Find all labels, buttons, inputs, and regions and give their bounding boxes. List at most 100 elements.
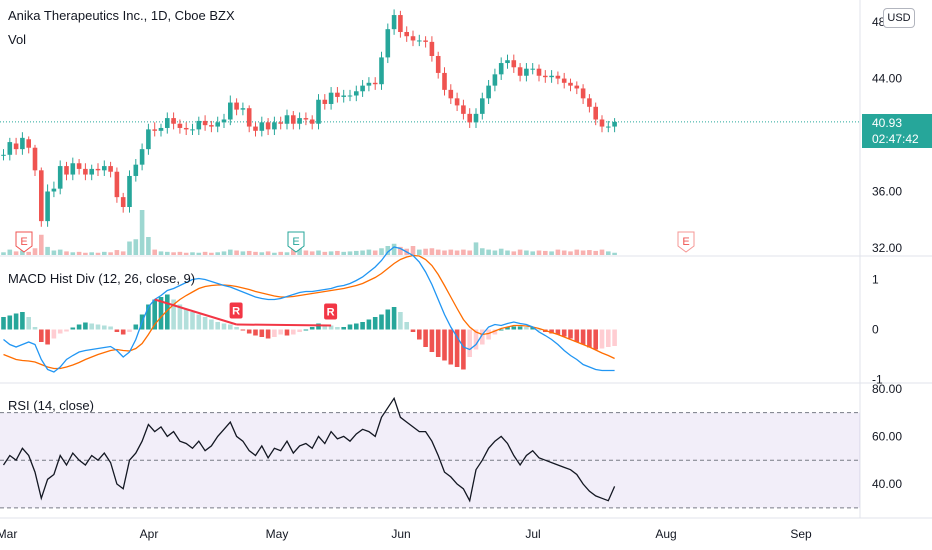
candle-body — [108, 166, 113, 172]
candle-body — [372, 82, 378, 85]
macd-histogram-bar — [316, 323, 321, 330]
volume-bar — [45, 246, 50, 255]
macd-histogram-bar — [612, 329, 617, 346]
volume-bar — [587, 250, 592, 255]
volume-bar — [511, 251, 517, 255]
macd-histogram-bar — [448, 329, 454, 365]
macd-histogram-bar — [183, 309, 189, 330]
macd-histogram-bar — [536, 329, 542, 331]
macd-line — [3, 246, 615, 373]
earnings-marker[interactable]: E — [677, 231, 695, 253]
earnings-marker[interactable]: E — [15, 231, 33, 253]
symbol-title: Anika Therapeutics Inc., 1D, Cboe BZX — [8, 8, 235, 23]
candle-body — [1, 154, 6, 156]
candle-body — [234, 102, 239, 110]
macd-histogram-bar — [366, 319, 372, 330]
macd-histogram-bar — [83, 322, 88, 330]
volume-bar — [442, 250, 447, 255]
earnings-marker[interactable]: E — [287, 231, 305, 253]
volume-bar — [480, 248, 485, 255]
candle-body — [139, 149, 145, 165]
rsi-tick-label: 80.00 — [872, 382, 902, 396]
candle-body — [253, 126, 258, 131]
candle-body — [284, 115, 290, 124]
volume-bar — [158, 251, 164, 255]
macd-histogram-bar — [165, 294, 170, 330]
candle-body — [461, 105, 466, 114]
macd-histogram-bar — [70, 327, 76, 330]
candle-body — [448, 89, 454, 99]
volume-bar — [76, 251, 82, 255]
candle-body — [171, 118, 176, 124]
candle-body — [341, 95, 346, 97]
macd-histogram-bar — [423, 329, 428, 347]
candle-body — [467, 113, 472, 123]
volume-bar — [51, 250, 57, 255]
volume-bar — [228, 249, 233, 255]
volume-bar — [309, 251, 315, 255]
macd-histogram-bar — [372, 317, 378, 330]
macd-histogram-bar — [347, 324, 353, 330]
volume-bar — [190, 252, 195, 255]
divergence-marker — [229, 302, 243, 319]
currency-button[interactable]: USD — [883, 8, 915, 28]
macd-histogram-bar — [505, 327, 510, 330]
volume-bar — [473, 242, 479, 255]
macd-histogram-bar — [45, 329, 50, 345]
macd-histogram-bar — [246, 329, 252, 334]
volume-bar — [423, 248, 428, 255]
divergence-line — [236, 323, 332, 327]
macd-histogram-bar — [555, 329, 561, 335]
macd-histogram-bar — [606, 329, 611, 347]
macd-histogram-bar — [467, 329, 472, 357]
candle-body — [120, 197, 126, 208]
earnings-marker-shape — [677, 231, 695, 253]
volume-bar — [303, 250, 309, 255]
rsi-line — [2, 396, 616, 503]
macd-histogram-bar — [120, 329, 126, 335]
volume-bar — [492, 250, 498, 255]
month-tick-label: May — [266, 527, 289, 541]
macd-histogram-bar — [265, 329, 271, 339]
month-tick-label: Mar — [0, 527, 17, 541]
volume-bar — [272, 252, 277, 255]
candle-body — [580, 88, 586, 99]
volume-bar — [568, 251, 573, 255]
volume-bar — [599, 249, 605, 255]
candle-body — [297, 118, 302, 124]
volume-bar — [530, 251, 535, 255]
candle-body — [183, 127, 189, 130]
macd-histogram-bar — [404, 322, 409, 330]
volume-bar — [57, 249, 63, 255]
candle-body — [133, 164, 139, 176]
candle-body — [498, 63, 504, 75]
volume-bar — [461, 249, 466, 255]
month-tick-label: Jul — [525, 527, 540, 541]
candle-body — [379, 57, 384, 85]
macd-histogram-bar — [177, 304, 183, 330]
volume-bar — [574, 249, 580, 255]
candle-body — [114, 171, 120, 198]
macd-histogram-bar — [530, 327, 535, 330]
macd-histogram-bar — [202, 317, 208, 330]
month-tick-label: Jun — [391, 527, 410, 541]
macd-histogram-bar — [95, 324, 101, 330]
macd-histogram-bar — [221, 323, 227, 330]
macd-histogram-bar — [1, 317, 6, 330]
divergence-label: R — [327, 307, 335, 319]
rsi-legend: RSI (14, close) — [8, 398, 94, 413]
volume-bar — [171, 252, 176, 255]
volume-bar — [297, 248, 302, 255]
volume-bar — [64, 251, 69, 255]
macd-histogram-bar — [196, 314, 202, 330]
candle-body — [83, 168, 88, 175]
macd-histogram-bar — [335, 327, 340, 330]
macd-histogram-bar — [391, 307, 397, 330]
volume-bar — [165, 251, 170, 255]
volume-bar — [20, 250, 25, 255]
candle-body — [492, 74, 498, 86]
bar-countdown: 02:47:42 — [872, 132, 919, 146]
